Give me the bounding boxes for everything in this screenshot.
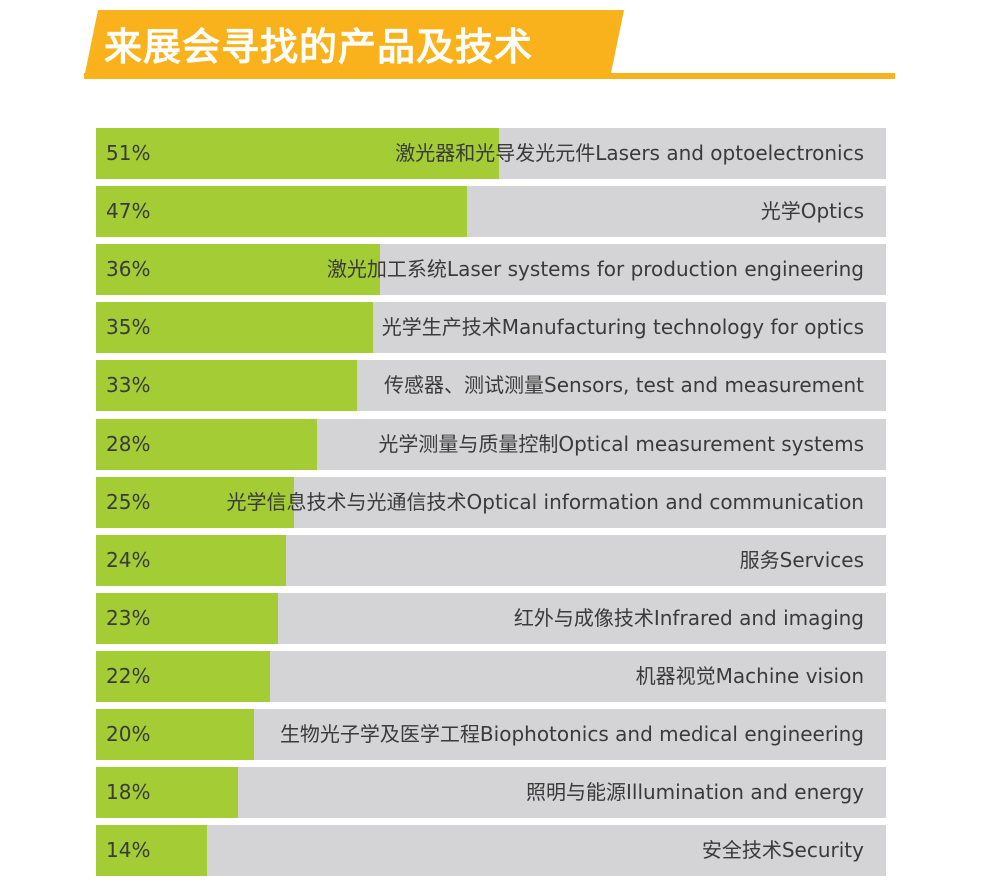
- bar-fill: [96, 593, 278, 644]
- bar-row: 47% 光学Optics: [96, 186, 886, 237]
- bar-row: 18% 照明与能源Illumination and energy: [96, 767, 886, 818]
- bar-row: 51% 激光器和光导发光元件Lasers and optoelectronics: [96, 128, 886, 179]
- bar-fill: [96, 825, 207, 876]
- bar-row: 22% 机器视觉Machine vision: [96, 651, 886, 702]
- bar-value-label: 36%: [106, 257, 151, 281]
- bar-value-label: 47%: [106, 199, 151, 223]
- bar-value-label: 33%: [106, 373, 151, 397]
- title-banner-shape: [84, 10, 624, 78]
- bar-row: 23% 红外与成像技术Infrared and imaging: [96, 593, 886, 644]
- bar-category-label: 光学Optics: [760, 199, 864, 223]
- bar-value-label: 25%: [106, 490, 151, 514]
- bar-category-label: 生物光子学及医学工程Biophotonics and medical engin…: [279, 722, 864, 746]
- bar-fill: [96, 767, 238, 818]
- bar-category-label: 安全技术Security: [701, 838, 864, 862]
- bar-fill: [96, 709, 254, 760]
- bar-row: 28% 光学测量与质量控制Optical measurement systems: [96, 419, 886, 470]
- bar-row: 36% 激光加工系统Laser systems for production en…: [96, 244, 886, 295]
- bar-fill: [96, 419, 317, 470]
- bar-value-label: 24%: [106, 548, 151, 572]
- bar-row: 35% 光学生产技术Manufacturing technology for op…: [96, 302, 886, 353]
- bar-row: 24% 服务Services: [96, 535, 886, 586]
- bar-value-label: 18%: [106, 780, 151, 804]
- bar-fill: [96, 128, 499, 179]
- title-banner: 来展会寻找的产品及技术: [84, 10, 624, 78]
- bar-row: 33% 传感器、测试测量Sensors, test and measurement: [96, 360, 886, 411]
- bar-value-label: 22%: [106, 664, 151, 688]
- title-underline: [84, 73, 895, 79]
- bar-category-label: 机器视觉Machine vision: [635, 664, 864, 688]
- bar-value-label: 35%: [106, 315, 151, 339]
- bar-fill: [96, 302, 373, 353]
- bar-category-label: 光学测量与质量控制Optical measurement systems: [378, 432, 864, 456]
- bar-category-label: 光学生产技术Manufacturing technology for optic…: [381, 315, 864, 339]
- bar-category-label: 照明与能源Illumination and energy: [526, 780, 864, 804]
- bar-value-label: 51%: [106, 141, 151, 165]
- bar-fill: [96, 651, 270, 702]
- bar-row: 20% 生物光子学及医学工程Biophotonics and medical en…: [96, 709, 886, 760]
- bar-fill: [96, 477, 294, 528]
- bar-value-label: 20%: [106, 722, 151, 746]
- bar-row: 14% 安全技术Security: [96, 825, 886, 876]
- bar-category-label: 激光器和光导发光元件Lasers and optoelectronics: [395, 141, 864, 165]
- bar-value-label: 28%: [106, 432, 151, 456]
- bar-category-label: 服务Services: [739, 548, 864, 572]
- bar-value-label: 23%: [106, 606, 151, 630]
- page-title: 来展会寻找的产品及技术: [104, 25, 534, 69]
- bar-category-label: 激光加工系统Laser systems for production engin…: [326, 257, 864, 281]
- bar-value-label: 14%: [106, 838, 151, 862]
- bar-fill: [96, 186, 467, 237]
- bar-row: 25% 光学信息技术与光通信技术Optical information and c…: [96, 477, 886, 528]
- bar-category-label: 光学信息技术与光通信技术Optical information and comm…: [226, 490, 864, 514]
- bar-category-label: 传感器、测试测量Sensors, test and measurement: [384, 373, 864, 397]
- bar-fill: [96, 535, 286, 586]
- bar-fill: [96, 360, 357, 411]
- bar-category-label: 红外与成像技术Infrared and imaging: [513, 606, 864, 630]
- bar-fill: [96, 244, 380, 295]
